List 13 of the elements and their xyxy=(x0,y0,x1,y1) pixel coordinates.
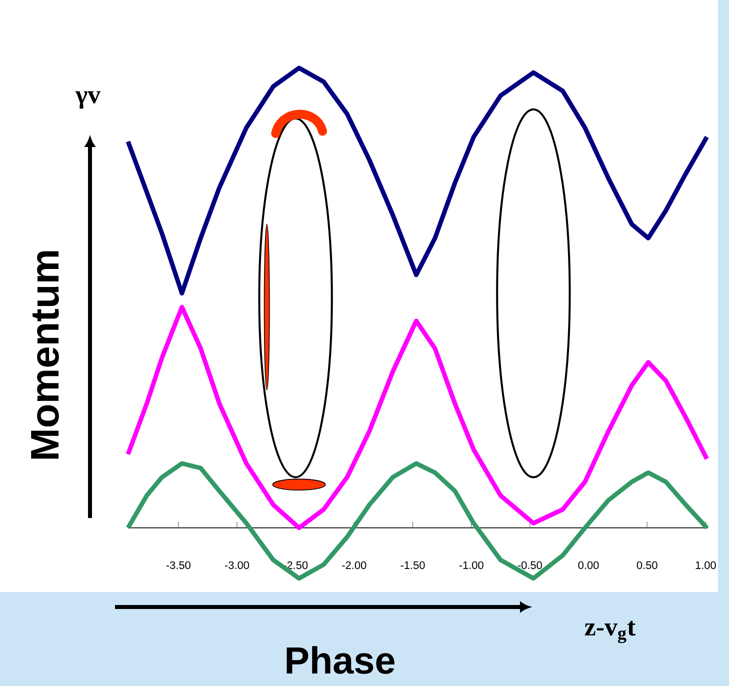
x-tick-label: -3.50 xyxy=(166,561,190,570)
x-tick-label: 0.00 xyxy=(578,561,599,570)
x-tick-label: 0.50 xyxy=(636,561,658,570)
x-tick-label: 1.00 xyxy=(696,561,716,570)
text: Phase xyxy=(286,646,394,674)
x-tick-label: -1.50 xyxy=(400,561,425,570)
x-tick-label: -1.00 xyxy=(459,561,484,570)
text: z-v$_{g}$t xyxy=(584,620,636,644)
x-tick-label: -2.00 xyxy=(342,561,366,570)
text: γv xyxy=(75,91,101,109)
x-tick-label: -0.50 xyxy=(518,561,542,570)
y-axis-title: Momentum xyxy=(31,251,59,459)
x-tick-label: -3.00 xyxy=(224,561,250,570)
